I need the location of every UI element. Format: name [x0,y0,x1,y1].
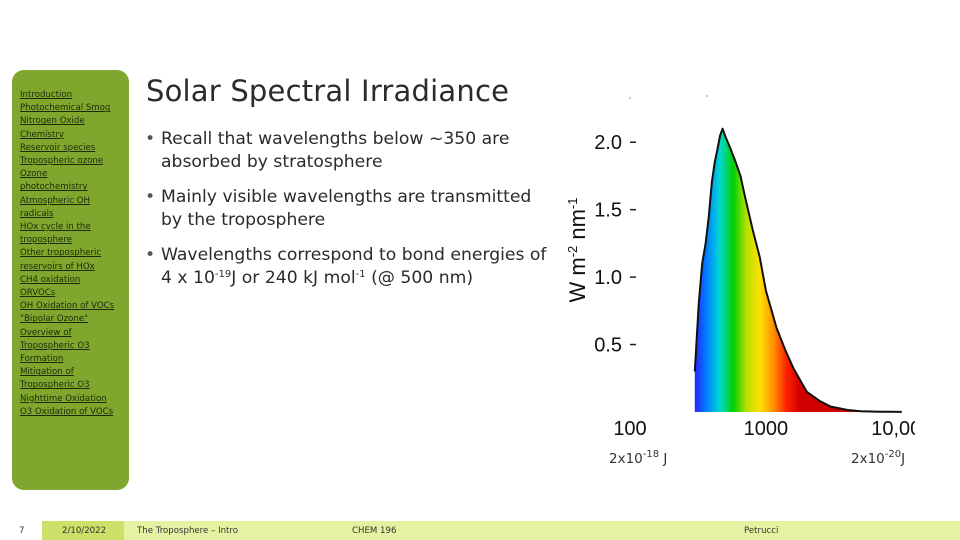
nav-item-formation[interactable]: Formation [20,354,64,365]
footer-author: Petrucci [744,526,779,536]
nav-item-ch4-oxidation[interactable]: CH4 oxidation [20,274,81,285]
nav-item-photochemistry[interactable]: photochemistry [20,182,88,193]
nav-item-nighttime-oxidation[interactable]: Nighttime Oxidation [20,393,107,404]
nav-item-bipolar-ozone[interactable]: "Bipolar Ozone" [20,314,89,325]
bullet-3-exponent-b: -1 [355,268,366,280]
slide-title: Solar Spectral Irradiance [146,74,510,108]
slide-number: 7 [19,526,25,536]
solar-irradiance-chart: W m-2 nm-1 0.5 1.0 1.5 2.0 100 1000 10,000 [565,95,915,440]
y-tick-label: 1.5 [594,200,622,222]
x-tick-label: 10,000 [871,418,915,440]
bullet-list: Recall that wavelengths below ~350 are a… [145,128,555,302]
nav-item-o3-oxidation-vocs[interactable]: O3 Oxidation of VOCs [20,406,114,417]
bullet-3-exponent-a: -19 [214,268,232,280]
footer-slide-cell [0,521,42,540]
footer-course: CHEM 196 [352,526,397,536]
bullet-3: Wavelengths correspond to bond energies … [145,244,555,289]
nav-item-reservoirs-hox[interactable]: reservoirs of HOx [20,261,95,272]
nav-item-tropospheric-o3-2[interactable]: Tropospheric O3 [20,380,90,391]
bullet-3-text-a: Wavelengths correspond to bond energies … [161,245,547,288]
footer-title: The Troposphere – Intro [137,526,239,536]
energy-label-high: 2x10-20J [851,449,906,468]
y-tick-label: 0.5 [594,335,622,357]
energy-label-low: 2x10-18 J [609,449,668,468]
nav-item-ozone[interactable]: Ozone [20,169,48,180]
nav-item-atmospheric-oh[interactable]: Atmospheric OH [20,195,90,206]
nav-item-tropospheric-ozone[interactable]: Tropospheric ozone [20,156,104,167]
nav-item-mitigation-of[interactable]: Mitigation of [20,367,74,378]
nav-item-orvocs[interactable]: ORVOCs [20,288,56,299]
bullet-1: Recall that wavelengths below ~350 are a… [145,128,555,173]
bullet-3-text-c: (@ 500 nm) [365,267,474,288]
nav-item-photochemical-smog[interactable]: Photochemical Smog [20,103,111,114]
nav-item-troposphere[interactable]: troposphere [20,235,72,246]
sidebar-panel [12,70,129,490]
nav-item-nitrogen-oxide[interactable]: Nitrogen Oxide [20,116,85,127]
footer-date: 2/10/2022 [62,526,107,536]
nav-item-tropospheric-o3[interactable]: Tropospheric O3 [20,340,90,351]
bullet-2: Mainly visible wavelengths are transmitt… [145,186,555,231]
nav-item-overview-of[interactable]: Overview of [20,327,72,338]
nav-item-introduction[interactable]: Introduction [20,90,73,100]
sidebar-nav: Introduction Photochemical Smog Nitrogen… [20,89,130,419]
nav-item-radicals[interactable]: radicals [20,208,54,219]
spectrum-area [694,128,902,412]
y-axis-label: W m-2 nm-1 [565,197,590,302]
nav-item-chemistry[interactable]: Chemistry [20,129,64,140]
nav-item-oh-oxidation-vocs[interactable]: OH Oxidation of VOCs [20,301,115,312]
nav-item-hox-cycle[interactable]: HOx cycle in the [20,222,91,233]
x-tick-label: 100 [613,418,646,440]
bullet-3-text-b: J or 240 kJ mol [231,267,356,288]
nav-item-reservoir-species[interactable]: Reservoir species [20,142,96,153]
y-tick-label: 2.0 [594,132,622,154]
nav-item-other-tropospheric[interactable]: Other tropospheric [20,248,102,259]
y-tick-label: 1.0 [594,267,622,289]
spectrum-outline [693,127,902,413]
footer-bar: 7 2/10/2022 The Troposphere – Intro CHEM… [0,521,960,540]
x-tick-label: 1000 [744,418,789,440]
footer-date-cell [42,521,124,540]
